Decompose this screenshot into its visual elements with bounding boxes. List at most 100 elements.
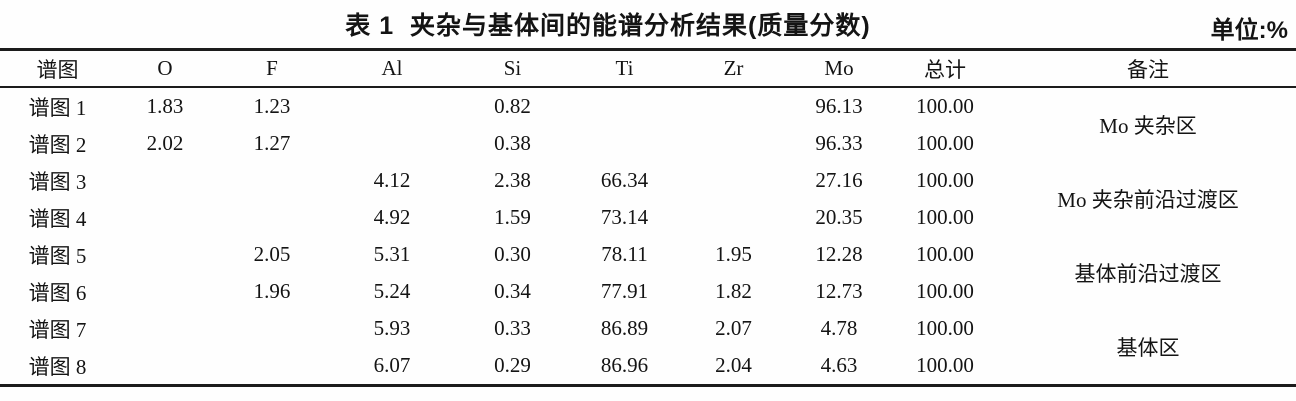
cell-Al: 6.07 [373,353,411,377]
cell-total: 100.00 [916,316,974,340]
table-row: 谱图 5 2.05 5.31 0.30 78.11 1.95 12.28 100… [0,236,1296,286]
cell-Zr [679,125,788,162]
cell-total: 100.00 [916,205,974,229]
cell-Si: 0.29 [494,353,531,377]
cell-Si: 0.82 [494,94,531,118]
col-header-Mo: Mo [788,49,890,88]
table-header: 谱图 O F Al Si Ti Zr Mo 总计 备注 [0,49,1296,88]
cell-F: 2.05 [253,242,291,266]
cell-F [215,199,329,236]
cell-F: 1.27 [253,131,291,155]
cell-Mo: 20.35 [815,205,863,229]
cell-F: 1.96 [253,279,291,303]
cell-Ti: 86.96 [600,353,649,377]
cell-total: 100.00 [916,279,974,303]
table-row: 谱图 6 1.96 5.24 0.34 77.91 1.82 12.73 100… [0,273,1296,310]
remark-matrix-zone: 基体区 [1116,336,1180,360]
cell-Si: 0.30 [494,242,531,266]
row-label: 谱图 4 [28,206,87,231]
cell-Ti: 86.89 [600,316,649,340]
cell-Al: 5.31 [373,242,411,266]
cell-total: 100.00 [916,168,974,192]
table-row: 谱图 4 4.92 1.59 73.14 20.35 100.00 [0,199,1296,236]
cell-total: 100.00 [916,242,974,266]
cell-Al: 4.92 [373,205,411,229]
cell-Al [329,87,455,125]
cell-Al: 5.24 [373,279,411,303]
cell-Mo: 4.78 [820,316,858,340]
row-label: 谱图 1 [28,95,87,120]
cell-Ti [570,125,679,162]
cell-Mo: 96.33 [815,131,863,155]
row-label: 谱图 3 [28,169,87,194]
cell-F [215,162,329,199]
col-header-Ti: Ti [570,49,679,88]
cell-F [215,310,329,347]
cell-Ti: 66.34 [600,168,649,192]
cell-Zr: 2.07 [715,316,752,340]
cell-F [215,347,329,386]
cell-Zr [679,87,788,125]
cell-total: 100.00 [916,131,974,155]
table-body: 谱图 1 1.83 1.23 0.82 96.13 100.00 Mo 夹杂区 … [0,87,1296,386]
cell-Al: 4.12 [373,168,411,192]
table-caption-row: 表 1 夹杂与基体间的能谱分析结果(质量分数) 单位:% [0,0,1296,48]
row-label: 谱图 7 [28,317,87,342]
cell-O [115,162,215,199]
table-row: 谱图 2 2.02 1.27 0.38 96.33 100.00 [0,125,1296,162]
cell-total: 100.00 [916,94,974,118]
cell-Si: 0.38 [494,131,531,155]
row-label: 谱图 6 [28,280,87,305]
cell-Zr [679,199,788,236]
table-title: 表 1 夹杂与基体间的能谱分析结果(质量分数) [345,12,871,40]
cell-Mo: 96.13 [815,94,863,118]
table-row: 谱图 1 1.83 1.23 0.82 96.13 100.00 Mo 夹杂区 [0,87,1296,138]
cell-Al [329,125,455,162]
remark-mo-inclusion-front-transition-zone: Mo 夹杂前沿过渡区 [1057,188,1239,212]
cell-Ti: 73.14 [600,205,649,229]
cell-Zr: 1.95 [715,242,752,266]
cell-O [115,199,215,236]
col-header-total: 总计 [890,49,1000,88]
col-header-Al: Al [329,49,455,88]
cell-F: 1.23 [253,94,291,118]
remark-matrix-front-transition-zone: 基体前沿过渡区 [1074,262,1222,286]
cell-O [115,310,215,347]
cell-Ti [570,87,679,125]
cell-Ti: 78.11 [601,242,648,266]
remark-mo-inclusion-zone: Mo 夹杂区 [1099,114,1197,138]
unit-label: 单位:% [1210,17,1288,44]
col-header-remark: 备注 [1000,49,1296,88]
header-row: 谱图 O F Al Si Ti Zr Mo 总计 备注 [0,49,1296,88]
cell-Ti: 77.91 [600,279,649,303]
col-header-O: O [115,49,215,88]
cell-Si: 2.38 [494,168,531,192]
cell-O [115,236,215,273]
cell-Zr: 1.82 [715,279,752,303]
cell-Si: 0.33 [494,316,531,340]
cell-Al: 5.93 [373,316,411,340]
table-row: 谱图 7 5.93 0.33 86.89 2.07 4.78 100.00 基体… [0,310,1296,360]
row-label: 谱图 2 [28,132,87,157]
cell-Mo: 12.73 [815,279,863,303]
row-label: 谱图 8 [28,354,87,379]
col-header-spectrum: 谱图 [0,49,115,88]
cell-O [115,273,215,310]
cell-O: 2.02 [146,131,184,155]
col-header-Si: Si [455,49,570,88]
col-header-F: F [215,49,329,88]
cell-O: 1.83 [146,94,184,118]
cell-total: 100.00 [916,353,974,377]
table-row: 谱图 8 6.07 0.29 86.96 2.04 4.63 100.00 [0,347,1296,386]
cell-Zr [679,162,788,199]
row-label: 谱图 5 [28,243,87,268]
table-row: 谱图 3 4.12 2.38 66.34 27.16 100.00 Mo 夹杂前… [0,162,1296,212]
cell-Zr: 2.04 [715,353,752,377]
col-header-Zr: Zr [679,49,788,88]
cell-Si: 0.34 [494,279,531,303]
cell-Si: 1.59 [494,205,531,229]
cell-Mo: 12.28 [815,242,863,266]
eds-analysis-table: 谱图 O F Al Si Ti Zr Mo 总计 备注 谱图 1 1.83 1.… [0,48,1296,387]
cell-Mo: 4.63 [820,353,858,377]
